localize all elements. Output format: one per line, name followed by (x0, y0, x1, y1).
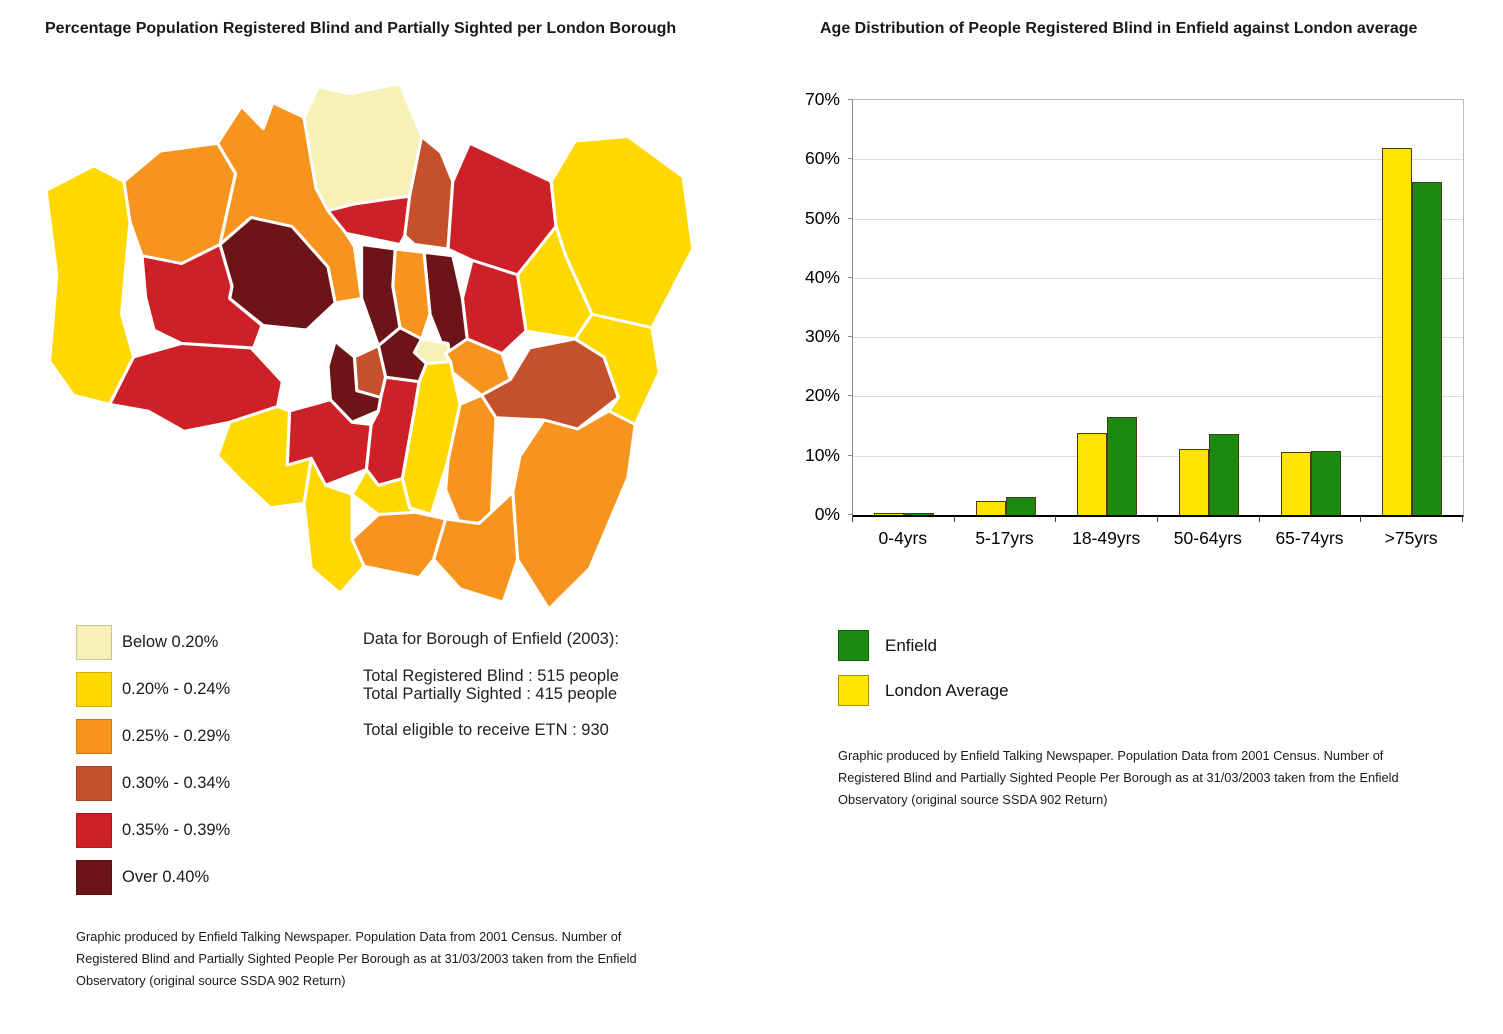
map-source-footnote: Graphic produced by Enfield Talking News… (76, 929, 637, 988)
borough-sutton (350, 510, 448, 579)
bar-london-average-18-49yrs (1077, 432, 1108, 515)
borough-hackney (422, 250, 469, 356)
x-axis-tick (1258, 516, 1260, 522)
x-axis-tick (1462, 516, 1463, 522)
map-legend-swatch-b030 (76, 766, 112, 801)
y-axis-tick (848, 158, 852, 160)
y-axis-label-10: 10% (804, 444, 840, 465)
bar-enfield-18-49yrs (1107, 416, 1138, 515)
borough-ealing (140, 243, 264, 350)
borough-bromley (511, 409, 637, 611)
london-map-svg (44, 82, 695, 611)
gridline-30 (853, 337, 1463, 339)
map-legend-swatch-b020 (76, 672, 112, 707)
x-axis-tick (1055, 516, 1057, 522)
chart-legend-swatch-london-average (838, 675, 869, 706)
x-axis-tick (1157, 516, 1158, 522)
chart-legend-label: Enfield (885, 635, 937, 655)
x-axis-tick (852, 516, 853, 522)
bar-enfield-0-4yrs (903, 513, 934, 515)
map-legend-row: 0.30% - 0.34% (76, 766, 230, 801)
map-legend-row: Below 0.20% (76, 625, 230, 660)
bar-london-average-gt75yrs (1382, 148, 1413, 515)
bar-enfield-gt75yrs (1412, 181, 1443, 515)
map-legend-swatch-b025 (76, 719, 112, 754)
y-axis-tick (848, 514, 852, 515)
enfield-registered-blind: Total Registered Blind : 515 people (363, 667, 619, 685)
borough-merton (350, 468, 416, 516)
chart-legend-swatch-enfield (838, 630, 869, 661)
y-axis-label-40: 40% (804, 266, 840, 287)
map-legend-label: 0.25% - 0.29% (122, 727, 231, 745)
age-distribution-bar-chart: 0% 10% 20% 30% 40% 50% 60% 70% 0-4yrs 5-17yrs 18-4… (790, 85, 1480, 565)
y-axis-label-50: 50% (804, 207, 840, 228)
borough-enfield (302, 82, 424, 213)
y-axis-label-0: 0% (814, 504, 840, 524)
y-axis-label-70: 70% (804, 89, 840, 109)
y-axis-label-30: 30% (804, 326, 840, 347)
map-legend-label: Over 0.40% (122, 868, 210, 886)
enfield-data-heading: Data for Borough of Enfield (2003): (363, 630, 619, 648)
bar-london-average-0-4yrs (873, 513, 904, 515)
map-legend-swatch-over (76, 860, 112, 895)
enfield-etn-eligible: Total eligible to receive ETN : 930 (363, 721, 609, 739)
map-title: Percentage Population Registered Blind a… (45, 20, 677, 37)
borough-kingston (302, 456, 366, 595)
bar-london-average-50-64yrs (1178, 448, 1209, 515)
bar-london-average-65-74yrs (1280, 452, 1311, 515)
x-axis-label-65-74yrs: 65-74yrs (1275, 528, 1344, 548)
enfield-data-block: Data for Borough of Enfield (2003): Tota… (363, 630, 693, 739)
borough-hillingdon (44, 164, 136, 406)
y-axis-label-20: 20% (804, 385, 840, 406)
map-legend-row: 0.35% - 0.39% (76, 813, 230, 848)
map-legend-swatch-below (76, 625, 112, 660)
gridline-40 (853, 277, 1463, 279)
map-legend-label: 0.20% - 0.24% (122, 680, 231, 698)
bar-london-average-5-17yrs (975, 501, 1006, 515)
gridline-20 (853, 396, 1463, 398)
map-legend-row: 0.25% - 0.29% (76, 719, 230, 754)
map-legend-label: Below 0.20% (122, 633, 219, 651)
chart-legend-row: Enfield (838, 630, 1009, 661)
map-legend-swatch-b035 (76, 813, 112, 848)
map-legend-row: 0.20% - 0.24% (76, 672, 230, 707)
x-axis-label-18-49yrs: 18-49yrs (1072, 528, 1141, 548)
x-axis-label-gt75yrs: >75yrs (1384, 528, 1438, 548)
gridline-60 (853, 159, 1463, 161)
borough-kensington-and-chelsea (352, 344, 388, 399)
x-axis-label-5-17yrs: 5-17yrs (975, 528, 1034, 548)
london-borough-choropleth-map (40, 78, 700, 618)
bar-chart-plot-area (852, 99, 1464, 517)
map-legend: Below 0.20% 0.20% - 0.24% 0.25% - 0.29% 0.3… (76, 625, 230, 895)
gridline-10 (853, 455, 1463, 457)
y-axis-tick (848, 276, 852, 278)
map-legend-label: 0.30% - 0.34% (122, 774, 231, 792)
y-axis-tick (848, 99, 852, 100)
bar-enfield-50-64yrs (1208, 433, 1239, 515)
chart-source-footnote: Graphic produced by Enfield Talking News… (838, 748, 1399, 807)
map-legend-row: Over 0.40% (76, 860, 230, 895)
y-axis-tick (848, 217, 852, 219)
gridline-50 (853, 218, 1463, 220)
y-axis-tick (848, 454, 852, 456)
x-axis-tick (953, 516, 955, 522)
map-legend-label: 0.35% - 0.39% (122, 821, 231, 839)
x-axis-tick (1360, 516, 1362, 522)
chart-legend-row: London Average (838, 675, 1009, 706)
x-axis-label-0-4yrs: 0-4yrs (878, 528, 928, 548)
bar-chart-legend: Enfield London Average (838, 630, 1009, 706)
chart-legend-label: London Average (885, 680, 1009, 700)
borough-croydon (432, 490, 520, 604)
bar-enfield-5-17yrs (1005, 497, 1036, 515)
x-axis-label-50-64yrs: 50-64yrs (1173, 528, 1242, 548)
y-axis-label-60: 60% (804, 148, 840, 169)
y-axis-tick (848, 336, 852, 338)
y-axis-tick (848, 395, 852, 397)
bar-enfield-65-74yrs (1310, 450, 1341, 515)
bar-chart-title: Age Distribution of People Registered Bl… (820, 20, 1418, 37)
borough-camden (360, 243, 402, 348)
enfield-partially-sighted: Total Partially Sighted : 415 people (363, 685, 618, 703)
borough-richmond (216, 405, 313, 510)
